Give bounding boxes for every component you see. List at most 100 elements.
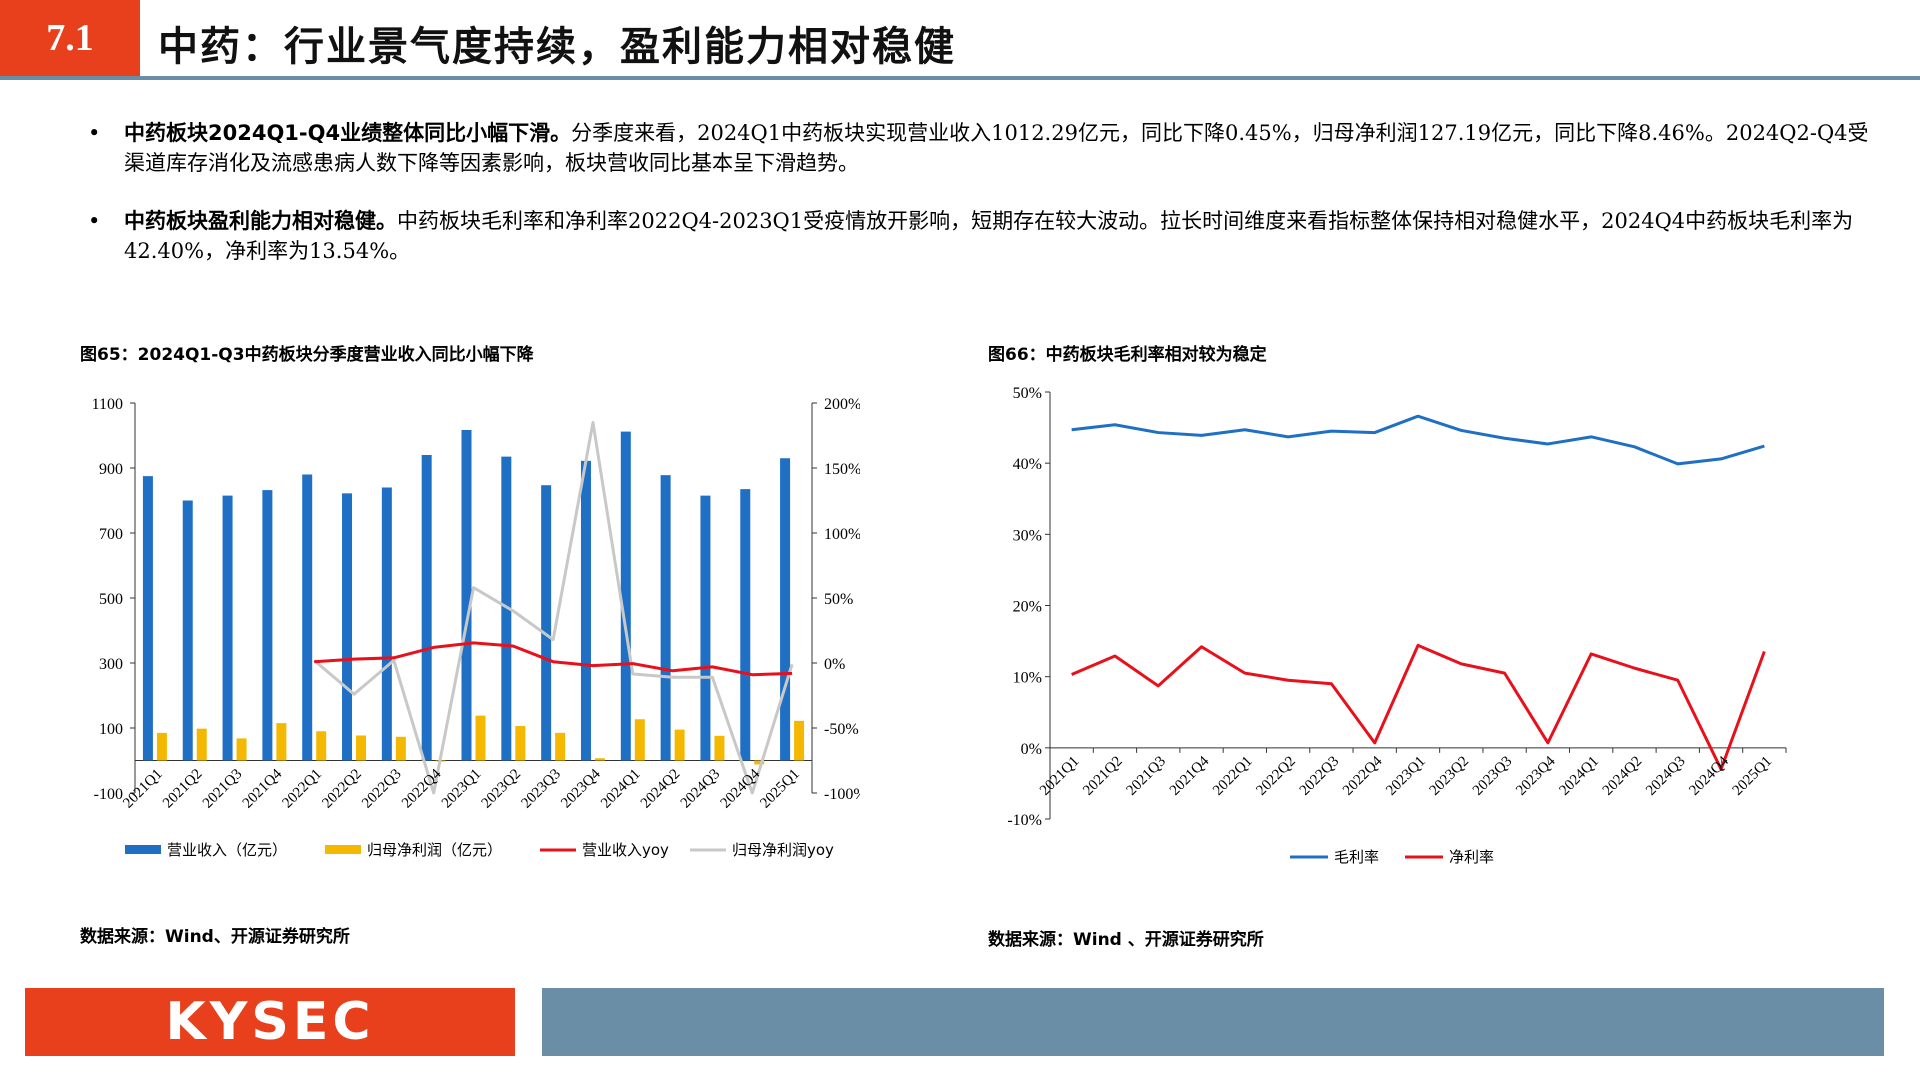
header: 7.1 中药：行业景气度持续，盈利能力相对稳健 <box>0 0 1920 80</box>
y-tick-label-left: 700 <box>99 526 123 543</box>
profit-bar <box>475 715 486 761</box>
legend-revenue-swatch <box>125 845 161 854</box>
y-tick-label-left: 1100 <box>92 396 123 413</box>
x-tick-label: 2024Q3 <box>678 766 723 811</box>
x-tick-label: 2023Q4 <box>558 766 604 812</box>
legend-revenue-yoy-label: 营业收入yoy <box>582 841 669 859</box>
legend-revenue-label: 营业收入（亿元） <box>167 841 287 859</box>
y-tick-label: 50% <box>1013 385 1042 402</box>
x-tick-label: 2021Q4 <box>240 766 286 812</box>
revenue-bar <box>700 495 711 761</box>
x-tick-label: 2023Q4 <box>1513 753 1559 799</box>
margin-chart: -10%0%10%20%30%40%50%2021Q12021Q22021Q32… <box>1007 385 1787 866</box>
y-tick-label-left: 300 <box>99 656 123 673</box>
bullet-item: • 中药板块2024Q1-Q4业绩整体同比小幅下滑。分季度来看，2024Q1中药… <box>80 118 1880 178</box>
x-tick-label: 2024Q2 <box>638 766 683 811</box>
bullet-text: 中药板块毛利率和净利率2022Q4-2023Q1受疫情放开影响，短期存在较大波动… <box>124 209 1854 263</box>
y-tick-label: -10% <box>1007 812 1042 829</box>
x-tick-label: 2023Q2 <box>1427 753 1472 798</box>
profit-bar <box>555 732 566 761</box>
x-tick-label: 2022Q1 <box>1210 753 1255 798</box>
y-tick-label-left: 500 <box>99 591 123 608</box>
revenue-chart: -100 100 300 500 700 900 1100 -100% -50% 0% 50% 100… <box>92 396 860 859</box>
revenue-bar <box>620 431 631 761</box>
right-chart-source: 数据来源：Wind 、开源证券研究所 <box>988 930 1264 950</box>
kysec-logo: KYSEC <box>165 992 375 1052</box>
revenue-bar <box>461 429 472 761</box>
x-tick-label: 2024Q3 <box>1643 753 1688 798</box>
bullet-heading: 中药板块盈利能力相对稳健。 <box>124 209 397 233</box>
y-tick-label: 10% <box>1013 670 1042 687</box>
y-tick-label-left: 100 <box>99 721 123 738</box>
header-divider <box>0 76 1920 80</box>
profit-bar <box>794 720 805 761</box>
y-tick-label: 40% <box>1013 456 1042 473</box>
revenue-bar <box>182 500 193 761</box>
profit-bar <box>316 731 327 761</box>
x-tick-label: 2022Q2 <box>1253 753 1298 798</box>
x-tick-label: 2023Q2 <box>479 766 524 811</box>
y-tick-label: 20% <box>1013 599 1042 616</box>
profit-bar <box>754 760 765 765</box>
page-title: 中药：行业景气度持续，盈利能力相对稳健 <box>158 24 956 70</box>
bullet-list: • 中药板块2024Q1-Q4业绩整体同比小幅下滑。分季度来看，2024Q1中药… <box>80 118 1880 294</box>
x-tick-label: 2021Q2 <box>1080 753 1125 798</box>
revenue-bar <box>780 458 791 761</box>
x-tick-label: 2022Q2 <box>319 766 364 811</box>
legend-gross-margin-label: 毛利率 <box>1334 848 1379 866</box>
profit-bar <box>714 735 725 761</box>
x-tick-label: 2022Q4 <box>1340 753 1386 799</box>
bullet-text: 分季度来看，2024Q1中药板块实现营业收入1012.29亿元，同比下降0.45… <box>124 121 1869 175</box>
y-tick-label: 0% <box>1021 741 1042 758</box>
x-tick-label: 2025Q1 <box>757 766 802 811</box>
profit-bar <box>634 719 645 761</box>
x-tick-label: 2024Q4 <box>718 766 764 812</box>
profit-bar <box>156 732 167 761</box>
bullet-dot-icon: • <box>88 209 101 233</box>
left-chart-title: 图65：2024Q1-Q3中药板块分季度营业收入同比小幅下降 <box>80 345 534 365</box>
x-tick-label: 2025Q1 <box>1730 753 1775 798</box>
profit-bar <box>515 726 526 761</box>
revenue-bar <box>421 455 432 761</box>
legend-profit-swatch <box>325 845 361 854</box>
revenue-bar <box>381 487 392 761</box>
y-tick-label: 30% <box>1013 527 1042 544</box>
revenue-bar <box>541 485 552 761</box>
x-tick-label: 2022Q3 <box>359 766 404 811</box>
profit-yoy-line <box>313 421 794 795</box>
x-tick-label: 2024Q2 <box>1600 753 1645 798</box>
revenue-bar <box>142 476 153 761</box>
profit-bar <box>674 729 685 761</box>
profit-bar <box>236 738 247 761</box>
x-tick-label: 2022Q4 <box>399 766 445 812</box>
y-tick-label-right: 50% <box>824 591 853 608</box>
y-tick-label-right: -50% <box>824 721 859 738</box>
y-tick-label-right: 200% <box>824 396 860 413</box>
revenue-bar <box>262 490 273 761</box>
x-tick-label: 2021Q1 <box>120 766 165 811</box>
x-tick-label: 2021Q3 <box>1124 753 1169 798</box>
revenue-bar <box>660 475 671 761</box>
profit-bar <box>594 758 605 761</box>
revenue-bar <box>302 474 313 761</box>
legend-profit-label: 归母净利润（亿元） <box>367 841 502 859</box>
revenue-yoy-line <box>314 641 793 677</box>
x-tick-label: 2024Q1 <box>598 766 643 811</box>
footer-logo-box: KYSEC <box>25 988 515 1056</box>
bullet-heading: 中药板块2024Q1-Q4业绩整体同比小幅下滑。 <box>124 121 572 145</box>
legend-net-margin-label: 净利率 <box>1449 848 1494 866</box>
x-tick-label: 2022Q1 <box>280 766 325 811</box>
profit-bar <box>395 736 406 761</box>
bullet-item: • 中药板块盈利能力相对稳健。中药板块毛利率和净利率2022Q4-2023Q1受… <box>80 206 1880 266</box>
y-tick-label-left: -100 <box>94 786 123 803</box>
revenue-bar <box>580 460 591 761</box>
x-tick-label: 2022Q3 <box>1297 753 1342 798</box>
y-tick-label-right: 150% <box>824 461 860 478</box>
footer-bar <box>542 988 1884 1056</box>
revenue-bar <box>342 493 353 761</box>
revenue-bar <box>222 495 233 761</box>
x-tick-label: 2023Q1 <box>1383 753 1428 798</box>
x-tick-label: 2021Q2 <box>160 766 205 811</box>
right-chart-title: 图66：中药板块毛利率相对较为稳定 <box>988 345 1267 365</box>
x-tick-label: 2023Q1 <box>439 766 484 811</box>
